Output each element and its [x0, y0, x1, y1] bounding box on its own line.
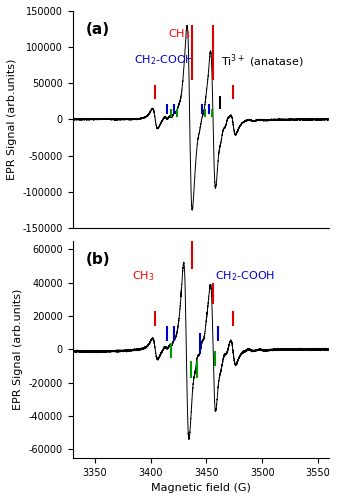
- Y-axis label: EPR Signal (arb.units): EPR Signal (arb.units): [7, 58, 17, 180]
- Text: CH$_2$-COOH: CH$_2$-COOH: [134, 54, 194, 68]
- Y-axis label: EPR Signal (arb.units): EPR Signal (arb.units): [13, 288, 23, 410]
- Text: (b): (b): [85, 252, 110, 266]
- X-axis label: Magnetic field (G): Magnetic field (G): [151, 483, 251, 493]
- Text: CH$_3$: CH$_3$: [131, 269, 154, 282]
- Text: CH$_2$-COOH: CH$_2$-COOH: [215, 269, 275, 282]
- Text: CH$_3$: CH$_3$: [168, 28, 191, 42]
- Text: Ti$^{3+}$ (anatase): Ti$^{3+}$ (anatase): [221, 52, 304, 70]
- Text: (a): (a): [85, 22, 110, 37]
